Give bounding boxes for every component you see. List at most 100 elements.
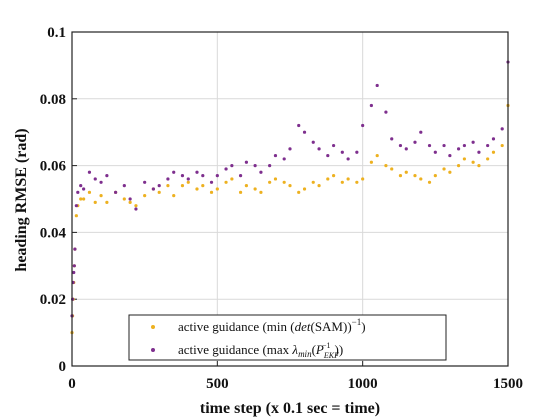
x-axis-label: time step (x 0.1 sec = time) xyxy=(200,400,380,417)
y-tick-label: 0.04 xyxy=(40,225,67,241)
data-point-ekf xyxy=(398,143,403,148)
y-tick-label: 0.06 xyxy=(40,159,67,175)
data-point-sam xyxy=(404,170,408,174)
y-axis-label: heading RMSE (rad) xyxy=(13,128,30,271)
data-point-ekf xyxy=(326,153,330,158)
data-point-sam xyxy=(317,184,321,188)
data-point-ekf xyxy=(215,174,219,178)
data-point-ekf xyxy=(128,197,132,201)
data-point-sam xyxy=(355,180,359,184)
data-point-ekf xyxy=(302,130,307,134)
data-point-sam xyxy=(93,200,97,204)
data-point-sam xyxy=(297,190,301,194)
ticks: 0 500 1000 1500 0 0.02 0.04 0.06 0.08 0.1 xyxy=(40,25,523,392)
data-point-ekf xyxy=(74,204,78,208)
data-point-ekf xyxy=(369,103,373,108)
data-point-ekf xyxy=(122,184,126,188)
data-point-sam xyxy=(442,167,446,171)
data-point-sam xyxy=(82,197,86,201)
data-point-ekf xyxy=(244,160,248,164)
data-point-sam xyxy=(369,160,373,164)
data-point-ekf xyxy=(76,190,80,194)
data-point-ekf xyxy=(413,140,417,144)
data-point-ekf xyxy=(361,123,365,128)
data-point-ekf xyxy=(73,247,77,251)
data-point-sam xyxy=(340,180,344,184)
data-point-ekf xyxy=(500,127,504,131)
data-point-ekf xyxy=(282,157,286,161)
data-point-ekf xyxy=(456,147,461,151)
y-tick-label: 0 xyxy=(59,359,67,375)
data-point-sam xyxy=(253,187,257,191)
legend-label-sam: active guidance (min (det(SAM))−1) xyxy=(178,317,366,334)
legend: active guidance (min (det(SAM))−1) activ… xyxy=(128,314,447,361)
data-point-sam xyxy=(302,187,307,191)
data-point-ekf xyxy=(340,150,344,154)
grid xyxy=(72,32,508,366)
data-point-ekf xyxy=(442,143,446,148)
data-point-sam xyxy=(486,157,490,161)
data-point-sam xyxy=(143,194,147,198)
data-point-ekf xyxy=(355,150,359,154)
data-point-ekf xyxy=(486,143,490,148)
data-point-ekf xyxy=(99,180,103,184)
data-point-ekf xyxy=(427,143,432,148)
data-point-sam xyxy=(375,153,379,158)
x-tick-label: 500 xyxy=(206,376,229,392)
data-point-ekf xyxy=(105,174,109,178)
data-point-sam xyxy=(273,177,278,181)
data-point-ekf xyxy=(471,140,475,144)
legend-box xyxy=(128,314,447,361)
data-point-sam xyxy=(230,177,234,181)
data-point-ekf xyxy=(209,180,214,184)
data-points xyxy=(70,60,510,335)
data-point-ekf xyxy=(297,123,301,128)
data-point-ekf xyxy=(87,170,92,174)
data-point-sam xyxy=(99,194,103,198)
data-point-sam xyxy=(361,177,365,181)
data-point-sam xyxy=(390,167,394,171)
legend-marker-sam xyxy=(151,325,155,329)
data-point-sam xyxy=(244,184,248,188)
data-point-sam xyxy=(332,174,336,178)
x-tick-label: 0 xyxy=(68,376,76,392)
data-point-sam xyxy=(462,157,466,161)
data-point-sam xyxy=(215,187,219,191)
data-point-sam xyxy=(172,194,176,198)
data-point-sam xyxy=(122,197,126,201)
data-point-sam xyxy=(448,170,452,174)
data-point-ekf xyxy=(72,270,76,275)
data-point-ekf xyxy=(390,137,394,141)
data-point-sam xyxy=(105,200,109,204)
data-point-ekf xyxy=(166,177,170,181)
data-point-ekf xyxy=(477,150,481,154)
data-point-sam xyxy=(384,164,388,168)
data-point-sam xyxy=(180,184,185,188)
data-point-ekf xyxy=(375,83,379,88)
data-point-ekf xyxy=(268,164,272,168)
data-point-sam xyxy=(427,180,432,184)
data-point-sam xyxy=(87,190,92,194)
data-point-ekf xyxy=(134,207,138,211)
data-point-sam xyxy=(326,177,330,181)
data-point-ekf xyxy=(404,147,408,151)
data-point-ekf xyxy=(82,187,86,191)
data-point-ekf xyxy=(462,143,466,148)
data-point-ekf xyxy=(72,264,76,268)
data-point-sam xyxy=(74,214,78,218)
data-point-sam xyxy=(491,150,496,154)
data-point-ekf xyxy=(151,187,155,191)
data-point-sam xyxy=(433,174,437,178)
data-point-ekf xyxy=(419,130,423,134)
data-point-sam xyxy=(195,187,199,191)
data-point-sam xyxy=(477,164,481,168)
data-point-sam xyxy=(79,197,83,201)
data-point-ekf xyxy=(491,137,496,141)
data-point-ekf xyxy=(224,167,228,171)
data-point-ekf xyxy=(288,147,292,151)
y-tick-label: 0.1 xyxy=(47,25,66,41)
data-point-ekf xyxy=(143,180,147,184)
data-point-ekf xyxy=(195,170,199,174)
data-point-ekf xyxy=(448,153,452,158)
data-point-sam xyxy=(128,200,132,204)
